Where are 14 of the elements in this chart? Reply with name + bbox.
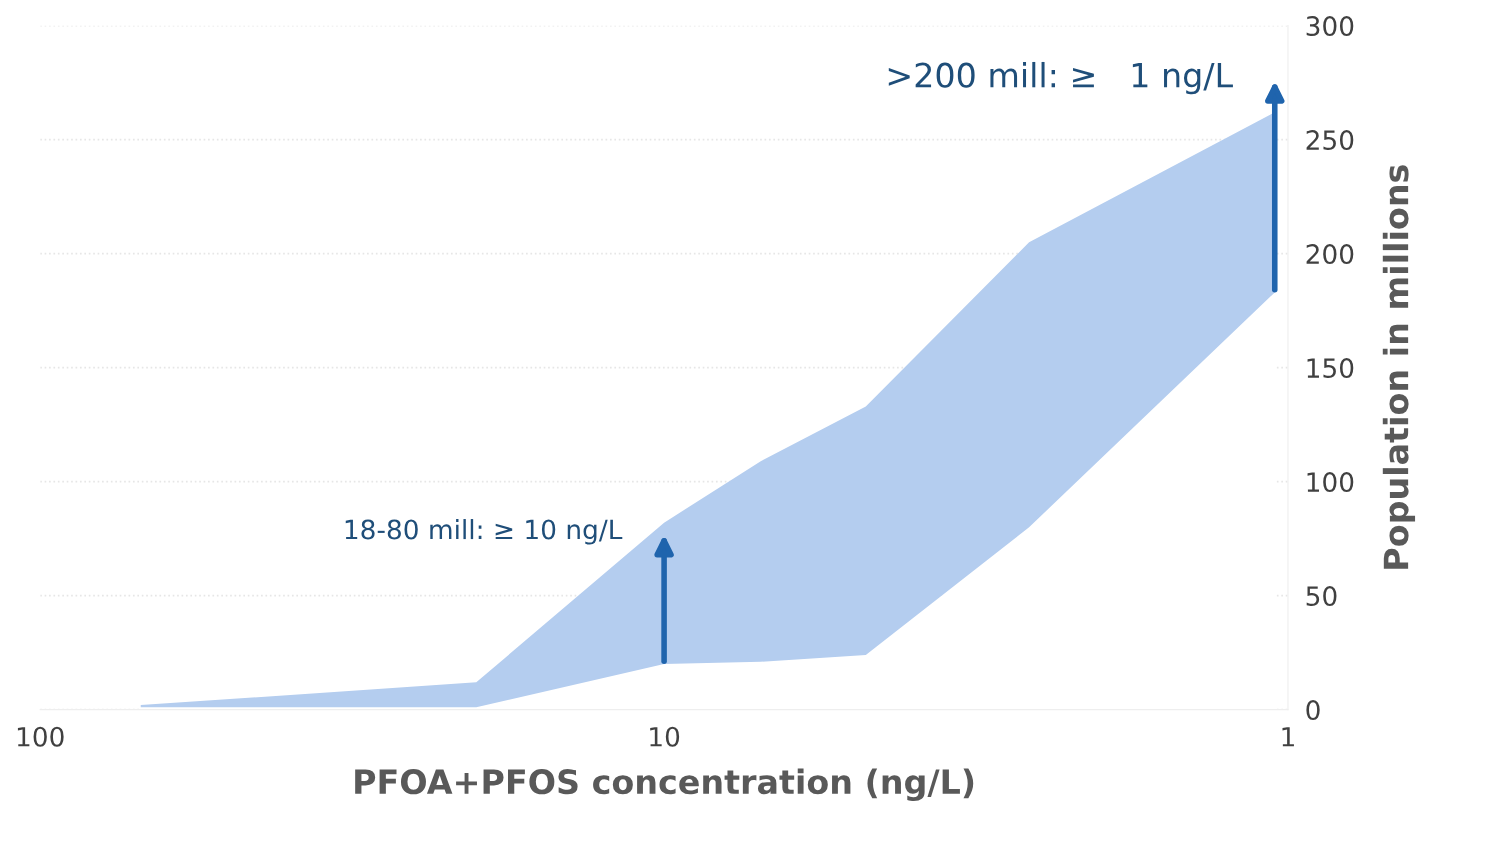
x-tick-label: 1 — [1282, 727, 1294, 747]
annotation: 18-80 mill: ≥ 10 ng/L — [345, 519, 623, 545]
y-tick-label: 100 — [1307, 472, 1354, 493]
annotation: >200 mill: ≥ 1 ng/L — [888, 61, 1233, 95]
y-tick-label: 200 — [1306, 244, 1354, 265]
x-tick-label: 100 — [17, 726, 64, 747]
x-tick-label: 10 — [650, 726, 680, 747]
x-axis-title: PFOA+PFOS concentration (ng/L) — [355, 768, 974, 802]
y-tick-label: 300 — [1306, 16, 1354, 37]
y-axis-title: Population in millions — [1382, 165, 1416, 569]
y-tick-label: 50 — [1306, 586, 1337, 607]
y-tick-label: 0 — [1306, 700, 1320, 721]
y-tick-label: 150 — [1307, 358, 1354, 379]
y-tick-label: 250 — [1306, 130, 1354, 151]
